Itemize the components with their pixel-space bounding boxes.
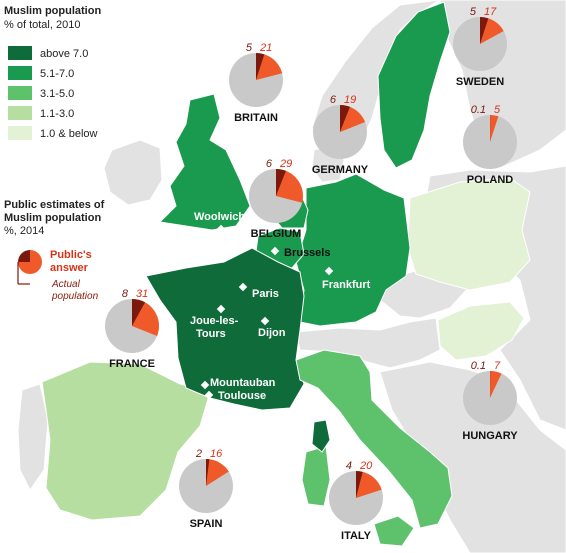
corsica-land bbox=[312, 420, 330, 452]
sardinia-land bbox=[302, 446, 330, 506]
pie-public-value: 19 bbox=[344, 94, 356, 106]
legend: Muslim population % of total, 2010 above… bbox=[4, 5, 101, 140]
legend-item-label: above 7.0 bbox=[40, 48, 88, 60]
ireland-land bbox=[104, 140, 162, 205]
pie-public-value: 29 bbox=[279, 158, 292, 170]
country-label: SWEDEN bbox=[456, 76, 504, 88]
estimates-title-line1: Public estimates of bbox=[4, 199, 105, 211]
pie-actual-value: 0.1 bbox=[471, 104, 486, 116]
pie-actual-value: 0.1 bbox=[471, 360, 486, 372]
country-label: SPAIN bbox=[190, 518, 223, 530]
key-actual-line2: population bbox=[51, 291, 99, 302]
city-label: Mountauban bbox=[210, 377, 276, 389]
legend-title: Muslim population bbox=[4, 5, 101, 17]
city-label: Woolwich bbox=[194, 211, 245, 223]
legend-swatch bbox=[8, 126, 32, 140]
pie-actual-value: 5 bbox=[470, 6, 477, 18]
key-public-line2: answer bbox=[50, 262, 89, 274]
country-label: POLAND bbox=[467, 174, 514, 186]
pie-belgium: 6 29 BELGIUM bbox=[249, 158, 303, 240]
pie-britain: 5 21 BRITAIN bbox=[229, 42, 283, 124]
legend-swatch bbox=[8, 86, 32, 100]
legend-swatch bbox=[8, 66, 32, 80]
city-label: Paris bbox=[252, 288, 279, 300]
pie-actual-value: 8 bbox=[122, 288, 129, 300]
city-label: Tours bbox=[196, 328, 226, 340]
key-pie-icon bbox=[18, 250, 42, 284]
sicily-land bbox=[374, 516, 414, 546]
legend-subtitle: % of total, 2010 bbox=[4, 19, 80, 31]
poland-land bbox=[408, 178, 530, 290]
pie-france: 8 31 FRANCE bbox=[105, 288, 159, 370]
country-label: BRITAIN bbox=[234, 112, 278, 124]
city-mountauban: Mountauban bbox=[201, 377, 276, 389]
city-label: Dijon bbox=[258, 327, 286, 339]
legend-item-label: 1.0 & below bbox=[40, 128, 98, 140]
city-label: Frankfurt bbox=[322, 279, 371, 291]
estimates-key: Public estimates of Muslim population %,… bbox=[4, 199, 105, 302]
portugal-land bbox=[18, 384, 48, 490]
pie-public-value: 31 bbox=[136, 288, 148, 300]
key-actual-line1: Actual bbox=[51, 279, 81, 290]
country-label: FRANCE bbox=[109, 358, 155, 370]
legend-swatch bbox=[8, 46, 32, 60]
pie-public-value: 17 bbox=[484, 6, 497, 18]
legend-item-label: 3.1-5.0 bbox=[40, 88, 74, 100]
pie-actual-value: 5 bbox=[246, 42, 253, 54]
pie-public-value: 20 bbox=[359, 460, 373, 472]
country-label: HUNGARY bbox=[462, 430, 518, 442]
legend-item-label: 1.1-3.0 bbox=[40, 108, 74, 120]
pie-actual-value: 2 bbox=[195, 448, 202, 460]
city-woolwich: Woolwich bbox=[194, 211, 245, 233]
pie-actual-value: 4 bbox=[346, 460, 352, 472]
pie-spain: 2 16 SPAIN bbox=[179, 448, 233, 530]
pie-public-value: 16 bbox=[210, 448, 223, 460]
country-label: ITALY bbox=[341, 530, 372, 542]
pie-actual-value: 6 bbox=[266, 158, 273, 170]
city-label: Brussels bbox=[284, 247, 330, 259]
legend-item-label: 5.1-7.0 bbox=[40, 68, 74, 80]
pie-public-value: 7 bbox=[494, 360, 501, 372]
pie-italy: 4 20 ITALY bbox=[329, 460, 383, 542]
pie-public-value: 5 bbox=[494, 104, 501, 116]
pie-public-value: 21 bbox=[259, 42, 272, 54]
city-label: Joue-les- bbox=[190, 315, 239, 327]
legend-swatch bbox=[8, 106, 32, 120]
estimates-subtitle: %, 2014 bbox=[4, 225, 44, 237]
country-label: BELGIUM bbox=[251, 228, 302, 240]
estimates-title-line2: Muslim population bbox=[4, 212, 101, 224]
legend-items: above 7.0 5.1-7.0 3.1-5.0 1.1-3.0 1.0 & belo… bbox=[8, 46, 98, 140]
city-label: Toulouse bbox=[218, 390, 266, 402]
pie-actual-value: 6 bbox=[330, 94, 337, 106]
country-label: GERMANY bbox=[312, 164, 369, 176]
key-public-line1: Public's bbox=[50, 249, 92, 261]
